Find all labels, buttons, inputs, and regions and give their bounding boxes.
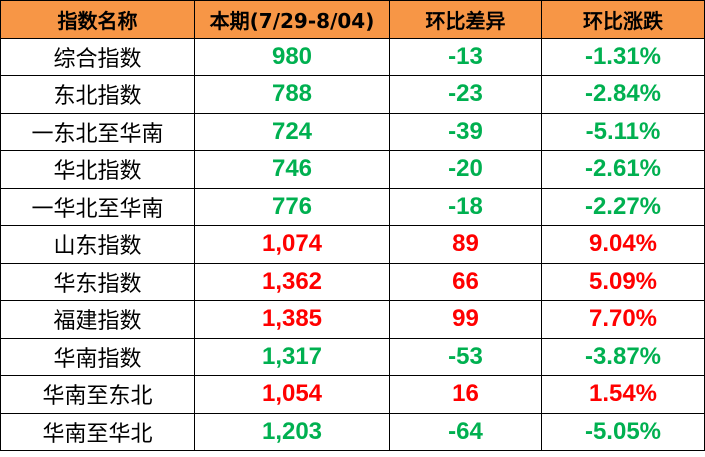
pct-cell: -3.87%	[541, 337, 705, 376]
index-name-cell: 华南指数	[0, 337, 195, 376]
index-name-cell: 华南至华北	[0, 412, 195, 451]
pct-cell: 1.54%	[541, 375, 705, 414]
pct-cell: 9.04%	[541, 225, 705, 264]
value-cell: 724	[194, 112, 390, 151]
value-cell: 1,203	[194, 412, 390, 451]
table-row: 华北指数 746 -20 -2.61%	[0, 150, 705, 189]
pct-cell: -2.27%	[541, 187, 705, 226]
table-row: 山东指数 1,074 89 9.04%	[0, 225, 705, 264]
pct-cell: -5.05%	[541, 412, 705, 451]
index-name-cell: 山东指数	[0, 225, 195, 264]
index-name-cell: 华东指数	[0, 262, 195, 301]
table-row: 一华北至华南 776 -18 -2.27%	[0, 187, 705, 226]
pct-cell: 5.09%	[541, 262, 705, 301]
table-row: 一东北至华南 724 -39 -5.11%	[0, 112, 705, 151]
table-row: 福建指数 1,385 99 7.70%	[0, 300, 705, 339]
index-name-cell: 东北指数	[0, 75, 195, 114]
value-cell: 1,362	[194, 262, 390, 301]
diff-cell: -39	[389, 112, 542, 151]
value-cell: 980	[194, 37, 390, 76]
pct-cell: -5.11%	[541, 112, 705, 151]
value-cell: 1,385	[194, 300, 390, 339]
diff-cell: -64	[389, 412, 542, 451]
pct-cell: -1.31%	[541, 37, 705, 76]
value-cell: 1,317	[194, 337, 390, 376]
diff-cell: -13	[389, 37, 542, 76]
table-row: 华南至东北 1,054 16 1.54%	[0, 375, 705, 414]
diff-cell: -18	[389, 187, 542, 226]
header-index-name: 指数名称	[0, 0, 195, 39]
diff-cell: 99	[389, 300, 542, 339]
header-row: 指数名称 本期(7/29-8/04) 环比差异 环比涨跌	[0, 0, 705, 39]
header-current-period: 本期(7/29-8/04)	[194, 0, 390, 39]
index-name-cell: 华北指数	[0, 150, 195, 189]
diff-cell: -53	[389, 337, 542, 376]
diff-cell: 89	[389, 225, 542, 264]
pct-cell: -2.61%	[541, 150, 705, 189]
index-name-cell: 一东北至华南	[0, 112, 195, 151]
table-row: 华南指数 1,317 -53 -3.87%	[0, 337, 705, 376]
pct-cell: -2.84%	[541, 75, 705, 114]
value-cell: 776	[194, 187, 390, 226]
table-row: 华南至华北 1,203 -64 -5.05%	[0, 412, 705, 451]
value-cell: 1,074	[194, 225, 390, 264]
index-name-cell: 华南至东北	[0, 375, 195, 414]
header-diff: 环比差异	[389, 0, 542, 39]
diff-cell: -20	[389, 150, 542, 189]
diff-cell: -23	[389, 75, 542, 114]
table-row: 华东指数 1,362 66 5.09%	[0, 262, 705, 301]
index-name-cell: 福建指数	[0, 300, 195, 339]
value-cell: 1,054	[194, 375, 390, 414]
index-name-cell: 一华北至华南	[0, 187, 195, 226]
diff-cell: 66	[389, 262, 542, 301]
index-name-cell: 综合指数	[0, 37, 195, 76]
header-pct: 环比涨跌	[541, 0, 705, 39]
value-cell: 788	[194, 75, 390, 114]
value-cell: 746	[194, 150, 390, 189]
table-row: 综合指数 980 -13 -1.31%	[0, 37, 705, 76]
diff-cell: 16	[389, 375, 542, 414]
pct-cell: 7.70%	[541, 300, 705, 339]
table-row: 东北指数 788 -23 -2.84%	[0, 75, 705, 114]
